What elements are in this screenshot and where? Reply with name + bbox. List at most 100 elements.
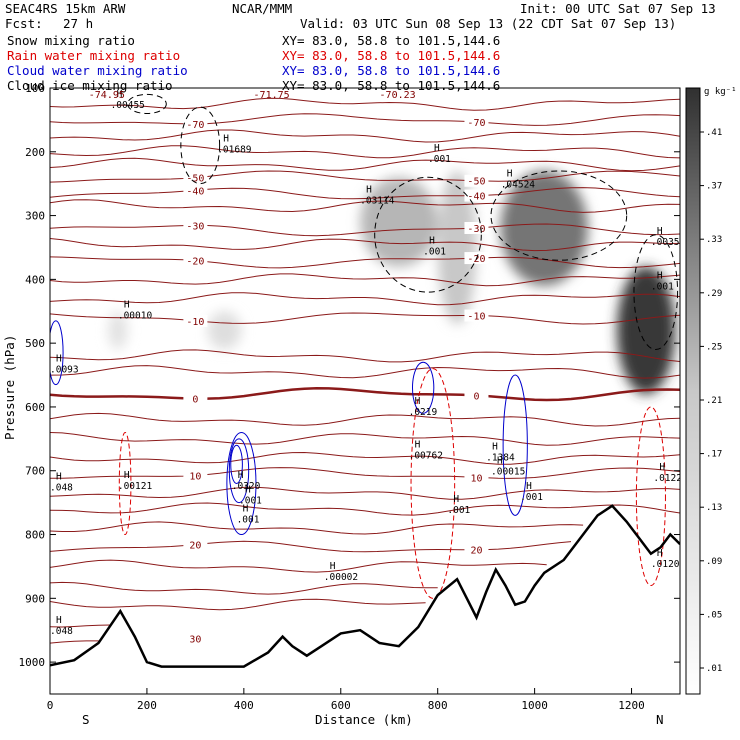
isotherm-label: 10 — [189, 471, 201, 482]
max-value: .048 — [50, 482, 73, 493]
max-marker: H — [124, 470, 130, 481]
isotherm-label: -10 — [467, 312, 485, 323]
field-xy: XY= 83.0, 58.8 to 101.5,144.6 — [282, 33, 500, 48]
isotherm-label: -10 — [186, 317, 204, 328]
max-marker: H — [330, 561, 336, 572]
isotherm-label: -70 — [186, 120, 204, 131]
max-value: .00002 — [324, 572, 358, 583]
colorbar — [686, 88, 700, 694]
producer-label: NCAR/MMM — [232, 1, 292, 16]
isotherm-line — [50, 582, 438, 594]
y-tick-label: 400 — [25, 273, 45, 286]
colorbar-level: .05 — [706, 610, 722, 620]
isotherm-labeled — [50, 541, 571, 551]
colorbar-level: .01 — [706, 664, 722, 674]
isotherm-label: 30 — [189, 634, 201, 645]
max-value: .001 — [651, 282, 674, 293]
field-xy: XY= 83.0, 58.8 to 101.5,144.6 — [282, 48, 500, 63]
isotherm-label: -30 — [467, 224, 485, 235]
field-name: Rain water mixing ratio — [7, 48, 180, 63]
y-tick-label: 300 — [25, 210, 45, 223]
isotherm-label: -20 — [186, 257, 204, 268]
max-marker: H — [223, 133, 229, 144]
max-marker: H — [56, 353, 62, 364]
max-value: .0093 — [50, 364, 79, 375]
max-marker: H — [526, 481, 532, 492]
isotherm-line — [50, 350, 680, 362]
isotherm-line — [50, 503, 680, 515]
temperature-isotherms: -70 -70-50 -50-40 -40-30 -30-20 -20-10 -100 010… — [50, 98, 680, 664]
max-marker: H — [657, 226, 663, 237]
max-marker: H — [245, 484, 251, 495]
isotherm-line — [50, 293, 680, 305]
colorbar-level: .17 — [706, 450, 722, 460]
max-value: .00762 — [409, 451, 443, 462]
init-time: Init: 00 UTC Sat 07 Sep 13 — [520, 1, 716, 16]
terrain-line — [50, 506, 680, 667]
max-marker: H — [659, 462, 665, 473]
isotherm-labeled — [50, 468, 680, 479]
snow-shade-blob — [208, 311, 242, 349]
colorbar-level: .29 — [706, 289, 722, 299]
colorbar-level: .09 — [706, 557, 722, 567]
x-tick-label: 1000 — [521, 699, 548, 712]
isotherm-line — [50, 146, 680, 158]
y-tick-label: 700 — [25, 465, 45, 478]
isotherm-line — [50, 560, 547, 572]
field-legend: Snow mixing ratio XY= 83.0, 58.8 to 101.5… — [7, 33, 500, 93]
isotherm-label: -50 — [467, 177, 485, 188]
x-tick-label: 1200 — [618, 699, 645, 712]
max-marker: H — [124, 299, 130, 310]
max-marker: H — [657, 548, 663, 559]
max-value: .00010 — [118, 310, 153, 321]
isotherm-line — [50, 413, 680, 426]
colorbar-level: .37 — [706, 182, 722, 192]
max-value: .0219 — [409, 407, 438, 418]
isotherm-labeled — [50, 388, 680, 400]
max-value: .001 — [239, 495, 262, 506]
isotherm-label: -30 — [186, 221, 204, 232]
top-edge-label: -74.95 — [89, 90, 125, 101]
isotherm-label: -40 — [186, 186, 204, 197]
max-value: .04524 — [501, 179, 536, 190]
max-marker: H — [453, 494, 459, 505]
max-marker: H — [429, 235, 435, 246]
max-value: .001 — [428, 154, 451, 165]
y-tick-label: 200 — [25, 146, 45, 159]
fcst-value: 27 h — [63, 16, 93, 31]
isotherm-line — [50, 158, 680, 171]
fcst-label: Fcst: — [5, 16, 43, 31]
max-value: .048 — [50, 626, 73, 637]
max-value: .001 — [237, 514, 260, 525]
x-axis-label: Distance (km) — [315, 712, 413, 727]
max-marker: H — [492, 442, 498, 453]
x-tick-label: 400 — [234, 699, 254, 712]
max-value: .001 — [447, 505, 470, 516]
x-end-right: N — [656, 712, 664, 727]
isotherm-label: 10 — [470, 473, 482, 484]
isotherm-line — [50, 433, 680, 446]
max-value: .001 — [520, 492, 543, 503]
max-labels: H.00455H.01689H.03114H.04524H.00356H.000… — [50, 89, 686, 637]
isotherm-line — [50, 599, 426, 609]
isotherm-labeled — [50, 641, 99, 643]
field-name: Snow mixing ratio — [7, 33, 135, 48]
colorbar-level: .21 — [706, 396, 722, 406]
max-marker: H — [56, 615, 62, 626]
colorbar-level: .13 — [706, 503, 722, 513]
isotherm-line — [50, 366, 680, 379]
max-value: .00015 — [491, 467, 525, 478]
isotherm-labeled — [50, 114, 680, 126]
colorbar-level: .33 — [706, 235, 722, 245]
x-tick-label: 0 — [47, 699, 54, 712]
top-edge-label: -70.23 — [380, 90, 416, 101]
isotherm-label: 0 — [473, 391, 479, 402]
max-value: .03114 — [360, 195, 395, 206]
isotherm-line — [50, 274, 680, 286]
max-value: .01689 — [217, 144, 252, 155]
max-marker: H — [507, 168, 513, 179]
max-marker: H — [415, 396, 421, 407]
max-value: .1384 — [486, 453, 515, 464]
max-value: .00121 — [118, 481, 153, 492]
isotherm-line — [50, 130, 680, 142]
